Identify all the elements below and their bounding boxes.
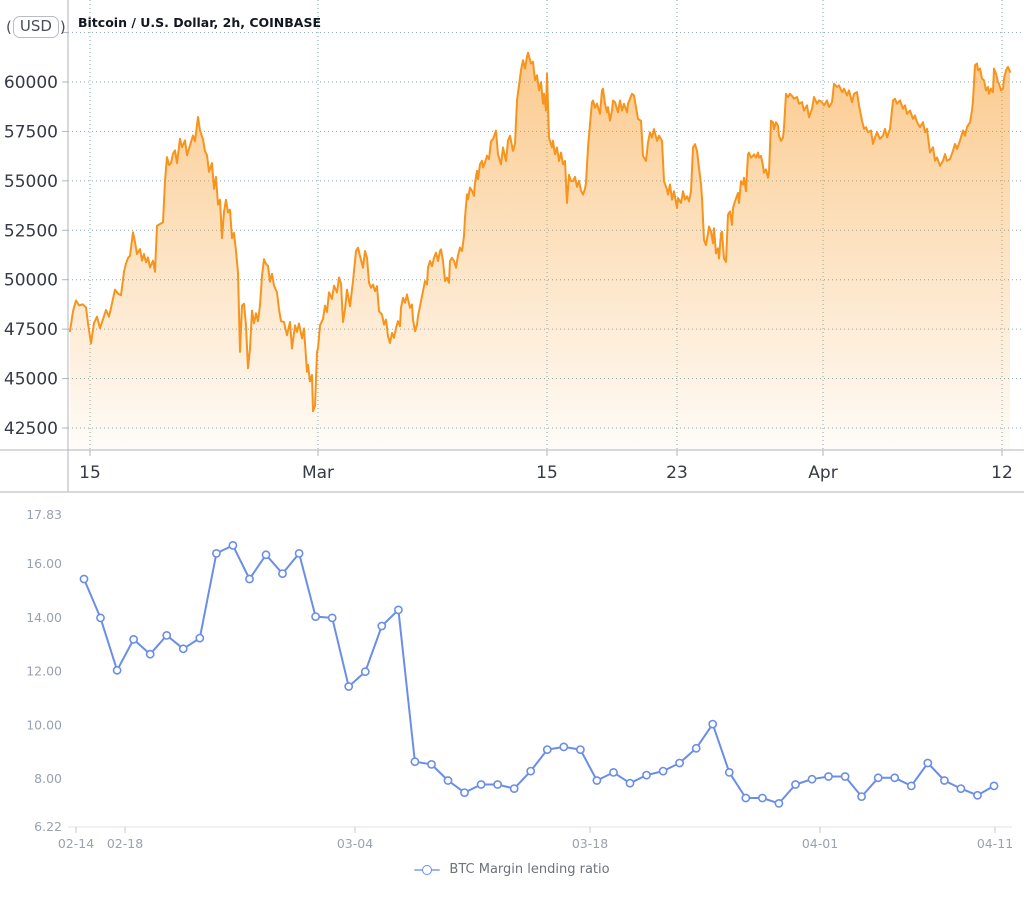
lending-ratio-point-marker xyxy=(493,780,502,789)
lending-ratio-point-marker xyxy=(940,776,949,785)
bottom-y-axis-label: 12.00 xyxy=(26,664,62,679)
lending-ratio-point-marker xyxy=(724,768,734,777)
bottom-y-axis-label: 17.83 xyxy=(26,507,62,522)
lending-ratio-point-marker xyxy=(393,605,403,615)
lending-ratio-point-marker xyxy=(509,784,519,793)
lending-ratio-point-marker xyxy=(873,773,883,783)
top-x-axis-label: Mar xyxy=(302,463,334,483)
lending-ratio-point-marker xyxy=(360,667,370,677)
lending-ratio-point-marker xyxy=(807,774,817,784)
lending-ratio-point-marker xyxy=(642,770,651,780)
top-x-axis-label: Apr xyxy=(808,463,837,483)
lending-ratio-point-marker xyxy=(526,766,536,776)
top-y-axis-label: 47500 xyxy=(4,320,58,340)
legend-item-btc-margin-lending-ratio[interactable]: BTC Margin lending ratio xyxy=(0,862,1024,877)
lending-ratio-point-marker xyxy=(344,682,354,691)
lending-ratio-point-marker xyxy=(211,549,221,558)
lending-ratio-point-marker xyxy=(741,793,751,803)
top-x-axis-label: 15 xyxy=(79,463,101,483)
lending-ratio-point-marker xyxy=(989,781,999,791)
lending-ratio-point-marker xyxy=(542,745,552,754)
top-y-axis-label: 60000 xyxy=(4,73,58,93)
lending-ratio-point-marker xyxy=(956,784,966,793)
chart-title[interactable]: Bitcoin / U.S. Dollar, 2h, COINBASE xyxy=(78,15,321,30)
bottom-x-axis-label: 03-18 xyxy=(572,836,608,851)
legend-circle-icon xyxy=(422,864,433,875)
lending-ratio-point-marker xyxy=(278,569,287,578)
top-y-axis-label: 45000 xyxy=(4,370,58,390)
lending-ratio-point-marker xyxy=(592,776,602,785)
bottom-x-axis-label: 04-11 xyxy=(977,836,1013,851)
top-y-axis-label: 42500 xyxy=(4,419,58,439)
lending-ratio-point-marker xyxy=(261,550,271,560)
top-y-axis-label: 55000 xyxy=(4,172,58,192)
price-line xyxy=(69,51,1011,413)
legend-label: BTC Margin lending ratio xyxy=(449,862,610,877)
lending-ratio-point-marker xyxy=(294,549,304,558)
lending-ratio-point-marker xyxy=(79,574,89,584)
top-y-axis-label: 57500 xyxy=(4,122,58,142)
lending-ratio-point-marker xyxy=(178,644,188,654)
lending-ratio-point-marker xyxy=(906,781,916,791)
lending-ratio-point-marker xyxy=(973,790,982,800)
lending-ratio-point-marker xyxy=(691,743,701,753)
lending-ratio-point-marker xyxy=(675,758,684,768)
legend-line-marker-icon xyxy=(414,864,441,875)
lending-ratio-point-marker xyxy=(112,665,122,675)
bottom-x-axis-label: 02-18 xyxy=(107,836,143,851)
lending-ratio-point-marker xyxy=(758,793,767,803)
lending-ratio-point-marker xyxy=(890,773,900,783)
lending-ratio-point-marker xyxy=(129,635,138,644)
lending-ratio-point-marker xyxy=(327,613,337,623)
lending-ratio-point-marker xyxy=(460,788,469,797)
bottom-x-axis-label: 02-14 xyxy=(58,836,94,851)
lending-ratio-point-marker xyxy=(824,772,833,781)
currency-label: USD xyxy=(12,16,59,38)
lending-ratio-point-marker xyxy=(162,631,172,640)
bottom-y-axis-label: 14.00 xyxy=(26,610,62,625)
bottom-y-axis-label: 8.00 xyxy=(34,771,62,786)
lending-ratio-point-marker xyxy=(410,757,420,767)
lending-ratio-point-marker xyxy=(791,780,800,789)
currency-paren-open: ( xyxy=(6,17,12,36)
top-x-axis-label: 23 xyxy=(666,463,688,483)
lending-ratio-point-marker xyxy=(195,633,205,643)
lending-ratio-point-marker xyxy=(658,766,668,776)
top-x-axis-label: 15 xyxy=(536,463,558,483)
lending-ratio-point-marker xyxy=(857,792,866,801)
lending-ratio-point-marker xyxy=(774,799,784,808)
bottom-x-axis-label: 03-04 xyxy=(337,836,373,851)
lending-ratio-point-marker xyxy=(708,719,718,729)
lending-ratio-point-marker xyxy=(427,760,436,769)
bottom-y-axis-label: 10.00 xyxy=(26,717,62,732)
lending-ratio-point-marker xyxy=(576,745,585,754)
top-y-axis-label: 50000 xyxy=(4,271,58,291)
lending-ratio-point-marker xyxy=(377,621,387,631)
bottom-y-axis-label: 16.00 xyxy=(26,556,62,571)
lending-ratio-point-marker xyxy=(625,778,635,788)
lending-ratio-point-marker xyxy=(559,742,569,752)
lending-ratio-point-marker xyxy=(145,649,155,659)
lending-ratio-point-marker xyxy=(443,776,453,785)
lending-ratio-point-marker xyxy=(476,780,486,789)
top-x-axis-label: 12 xyxy=(991,463,1013,483)
currency-paren-close: ) xyxy=(59,17,66,36)
top-y-axis-label: 52500 xyxy=(4,221,58,241)
lending-ratio-line xyxy=(83,544,995,805)
lending-ratio-point-marker xyxy=(311,612,320,621)
bottom-x-axis-label: 04-01 xyxy=(802,836,838,851)
price-scale-currency-button[interactable]: (USD) xyxy=(6,16,66,38)
lending-ratio-point-marker xyxy=(228,541,238,550)
lending-ratio-point-marker xyxy=(840,772,850,781)
lending-ratio-point-marker xyxy=(245,574,254,584)
lending-ratio-point-marker xyxy=(923,758,933,768)
bottom-y-axis-label: 6.22 xyxy=(34,819,62,834)
price-area-fill xyxy=(70,52,1010,450)
lending-ratio-point-marker xyxy=(96,613,105,623)
lending-ratio-point-marker xyxy=(609,768,618,777)
